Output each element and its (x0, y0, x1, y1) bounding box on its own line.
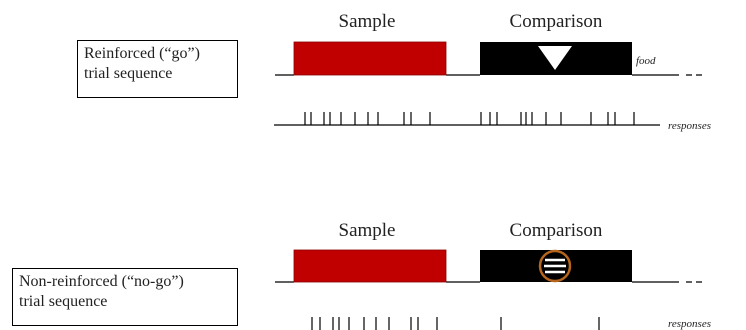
down-triangle-icon (538, 46, 572, 70)
go-trial: Sample Comparison food responses (274, 11, 711, 132)
nogo-comparison-label: Comparison (510, 220, 603, 241)
go-trial-label-line1: Reinforced (“go”) (84, 45, 200, 62)
go-food-label: food (636, 55, 656, 67)
striped-circle-icon (538, 249, 572, 283)
nogo-trial: Sample Comparison responses (275, 220, 711, 330)
go-response-ticks (304, 112, 635, 125)
nogo-trial-label-line1: Non-reinforced (“no-go”) (19, 273, 184, 290)
nogo-response-ticks (311, 317, 600, 330)
go-comparison-label: Comparison (510, 11, 603, 32)
go-sample-label: Sample (339, 11, 396, 32)
nogo-sample-stimulus-bar (293, 249, 447, 283)
go-trial-label-box: Reinforced (“go”) trial sequence (77, 40, 238, 98)
nogo-responses-label: responses (668, 318, 711, 330)
nogo-trial-label-box: Non-reinforced (“no-go”) trial sequence (12, 268, 238, 326)
nogo-sample-label: Sample (339, 220, 396, 241)
nogo-trial-label-line2: trial sequence (19, 293, 108, 310)
go-sample-stimulus-bar (293, 41, 447, 76)
go-responses-label: responses (668, 120, 711, 132)
go-trial-label-line2: trial sequence (84, 65, 173, 82)
